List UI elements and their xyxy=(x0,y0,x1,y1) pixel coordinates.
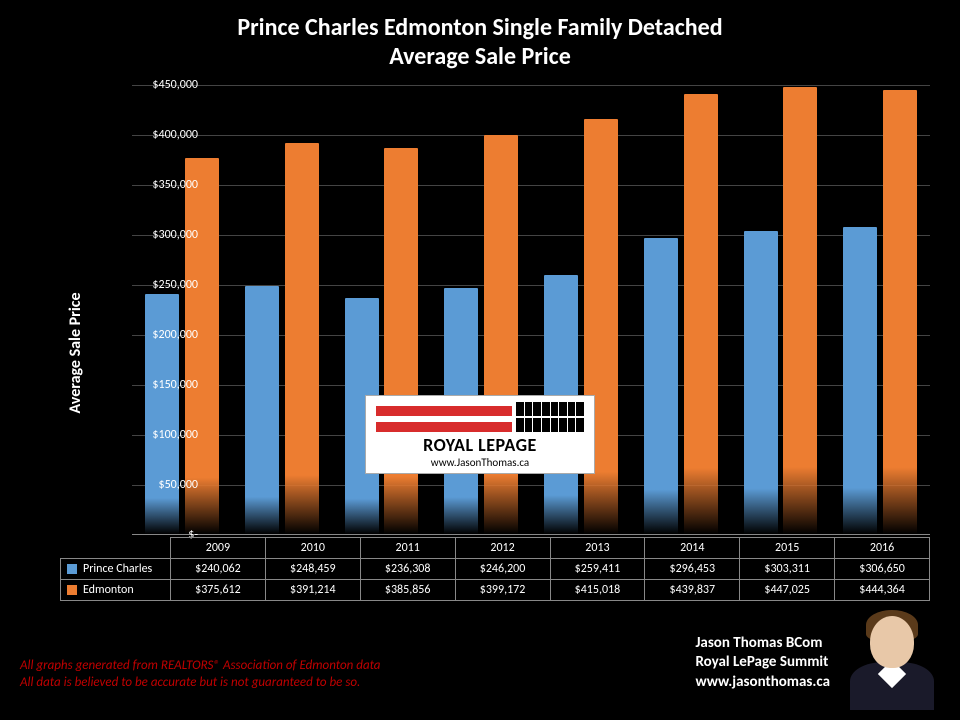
author-photo xyxy=(842,610,942,710)
year-header: 2011 xyxy=(360,538,455,559)
year-header: 2015 xyxy=(740,538,835,559)
data-cell: $399,172 xyxy=(455,580,550,601)
data-cell: $306,650 xyxy=(835,559,930,580)
bar xyxy=(245,286,279,534)
data-cell: $248,459 xyxy=(265,559,360,580)
chart-title: Prince Charles Edmonton Single Family De… xyxy=(0,0,960,72)
bar xyxy=(744,231,778,534)
y-tick-label: $450,000 xyxy=(134,78,198,92)
data-cell: $385,856 xyxy=(360,580,455,601)
disclaimer-line2: All data is believed to be accurate but … xyxy=(20,675,380,692)
data-cell: $236,308 xyxy=(360,559,455,580)
bar xyxy=(684,94,718,534)
bar xyxy=(285,143,319,534)
bar xyxy=(843,227,877,534)
watermark-brand: ROYAL LEPAGE xyxy=(376,434,584,456)
y-tick-label: $150,000 xyxy=(134,378,198,392)
year-group xyxy=(830,85,930,534)
y-tick-label: $50,000 xyxy=(134,478,198,492)
data-cell: $303,311 xyxy=(740,559,835,580)
watermark-logo: ROYAL LEPAGE www.JasonThomas.ca xyxy=(365,395,595,474)
data-cell: $259,411 xyxy=(550,559,645,580)
year-header: 2013 xyxy=(550,538,645,559)
chart-area: Average Sale Price $-$50,000$100,000$150… xyxy=(60,85,930,620)
year-group xyxy=(232,85,332,534)
y-tick-label: $350,000 xyxy=(134,178,198,192)
data-cell: $447,025 xyxy=(740,580,835,601)
legend-swatch xyxy=(67,564,77,574)
year-header: 2016 xyxy=(835,538,930,559)
author-name: Jason Thomas BCom xyxy=(695,634,830,654)
series-legend: Edmonton xyxy=(61,580,171,601)
y-tick-label: $100,000 xyxy=(134,428,198,442)
bar xyxy=(883,90,917,534)
year-header: 2014 xyxy=(645,538,740,559)
year-header: 2012 xyxy=(455,538,550,559)
author-company: Royal LePage Summit xyxy=(695,653,830,673)
year-group xyxy=(731,85,831,534)
y-tick-label: $200,000 xyxy=(134,328,198,342)
data-cell: $415,018 xyxy=(550,580,645,601)
year-header: 2010 xyxy=(265,538,360,559)
year-header: 2009 xyxy=(171,538,266,559)
y-tick-label: $300,000 xyxy=(134,228,198,242)
year-group xyxy=(132,85,232,534)
legend-swatch xyxy=(67,585,77,595)
chart-title-line2: Average Sale Price xyxy=(0,43,960,72)
bar xyxy=(783,87,817,534)
data-cell: $439,837 xyxy=(645,580,740,601)
bar xyxy=(484,135,518,534)
data-cell: $391,214 xyxy=(265,580,360,601)
data-cell: $444,364 xyxy=(835,580,930,601)
footer-disclaimer: All graphs generated from REALTORS® Asso… xyxy=(20,658,380,692)
y-tick-label: $400,000 xyxy=(134,128,198,142)
bar xyxy=(384,148,418,534)
watermark-url: www.JasonThomas.ca xyxy=(376,456,584,469)
disclaimer-line1: All graphs generated from REALTORS® Asso… xyxy=(20,658,380,675)
bar xyxy=(644,238,678,534)
y-tick-label: $250,000 xyxy=(134,278,198,292)
data-cell: $296,453 xyxy=(645,559,740,580)
author-url: www.jasonthomas.ca xyxy=(695,673,830,693)
year-group xyxy=(631,85,731,534)
footer-author: Jason Thomas BCom Royal LePage Summit ww… xyxy=(695,634,830,693)
data-cell: $375,612 xyxy=(171,580,266,601)
y-axis-label: Average Sale Price xyxy=(66,292,85,413)
data-cell: $246,200 xyxy=(455,559,550,580)
chart-title-line1: Prince Charles Edmonton Single Family De… xyxy=(0,14,960,43)
data-table: 20092010201120122013201420152016 Prince C… xyxy=(60,537,930,601)
series-legend: Prince Charles xyxy=(61,559,171,580)
data-cell: $240,062 xyxy=(171,559,266,580)
